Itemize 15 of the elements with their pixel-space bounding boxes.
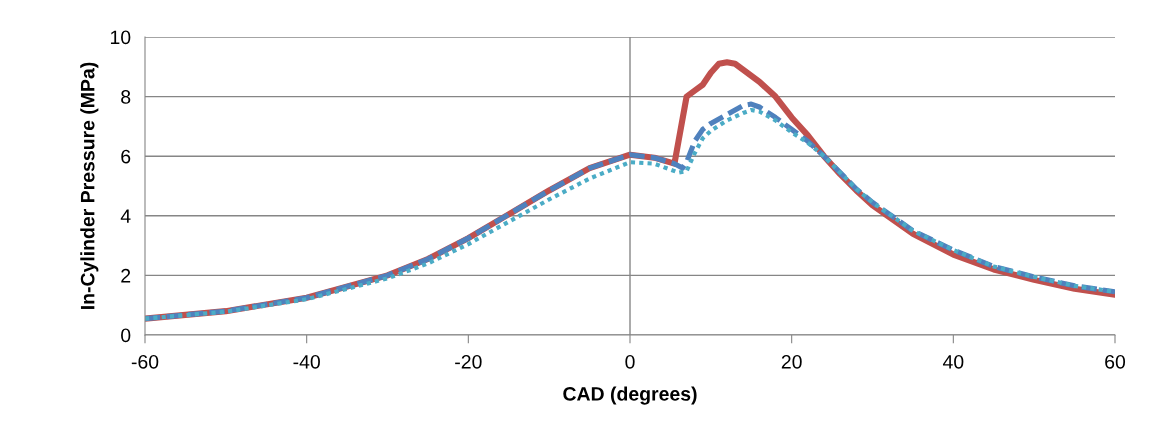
x-tick-label: 60 xyxy=(1105,354,1126,369)
x-tick-label: -40 xyxy=(293,354,320,369)
y-tick-label: 4 xyxy=(120,209,131,223)
x-tick-label: 20 xyxy=(781,354,802,369)
x-tick-label: -60 xyxy=(131,354,159,369)
y-tick-label: 8 xyxy=(121,90,131,104)
y-tick-label: 10 xyxy=(110,30,131,45)
y-tick-label: 2 xyxy=(121,268,131,283)
x-tick-label: 0 xyxy=(625,354,635,369)
x-axis-title: CAD (degrees) xyxy=(563,386,697,405)
y-axis-title: In-Cylinder Pressure (MPa) xyxy=(80,62,99,309)
x-tick-label: -20 xyxy=(455,354,482,369)
y-tick-label: 0 xyxy=(121,328,131,343)
y-tick-label: 6 xyxy=(121,149,131,164)
x-tick-label: 40 xyxy=(942,354,964,369)
